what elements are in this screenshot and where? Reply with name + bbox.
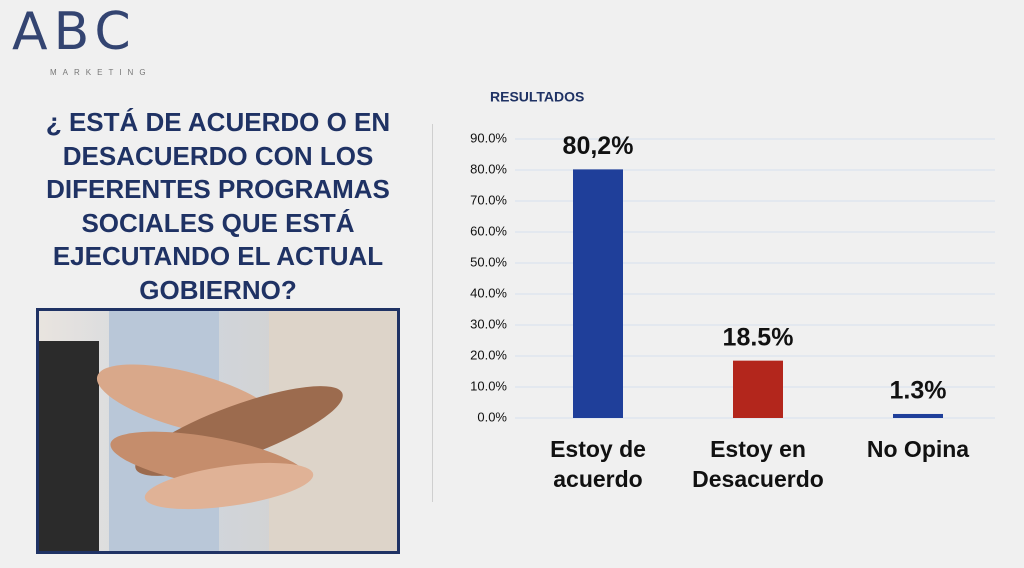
value-label: 18.5% bbox=[723, 323, 794, 351]
y-tick-label: 40.0% bbox=[470, 285, 507, 300]
y-tick-label: 60.0% bbox=[470, 223, 507, 238]
y-tick-label: 0.0% bbox=[477, 409, 507, 424]
bar bbox=[573, 169, 623, 418]
x-tick-label: Estoy en Desacuerdo bbox=[692, 436, 824, 492]
y-tick-label: 70.0% bbox=[470, 192, 507, 207]
chart-title: RESULTADOS bbox=[490, 89, 584, 105]
value-label: 1.3% bbox=[890, 377, 947, 405]
x-tick-label: No Opina bbox=[866, 436, 970, 462]
y-tick-label: 90.0% bbox=[470, 130, 507, 145]
y-tick-label: 30.0% bbox=[470, 316, 507, 331]
bar bbox=[733, 360, 783, 418]
photo-art bbox=[39, 311, 397, 551]
logo: ABC bbox=[12, 2, 137, 62]
x-tick-label: Estoy de acuerdo bbox=[550, 436, 646, 492]
y-tick-label: 50.0% bbox=[470, 254, 507, 269]
question: ¿ ESTÁ DE ACUERDO O EN DESACUERDO CON LO… bbox=[45, 107, 391, 305]
value-label: 80,2% bbox=[563, 132, 634, 160]
photo bbox=[36, 308, 400, 554]
y-tick-label: 10.0% bbox=[470, 378, 507, 393]
logo-tagline: MARKETING bbox=[50, 68, 152, 77]
y-tick-label: 20.0% bbox=[470, 347, 507, 362]
divider bbox=[432, 124, 433, 502]
bar bbox=[893, 413, 943, 418]
hand bbox=[144, 462, 314, 510]
sleeve bbox=[39, 341, 99, 551]
y-tick-label: 80.0% bbox=[470, 161, 507, 176]
